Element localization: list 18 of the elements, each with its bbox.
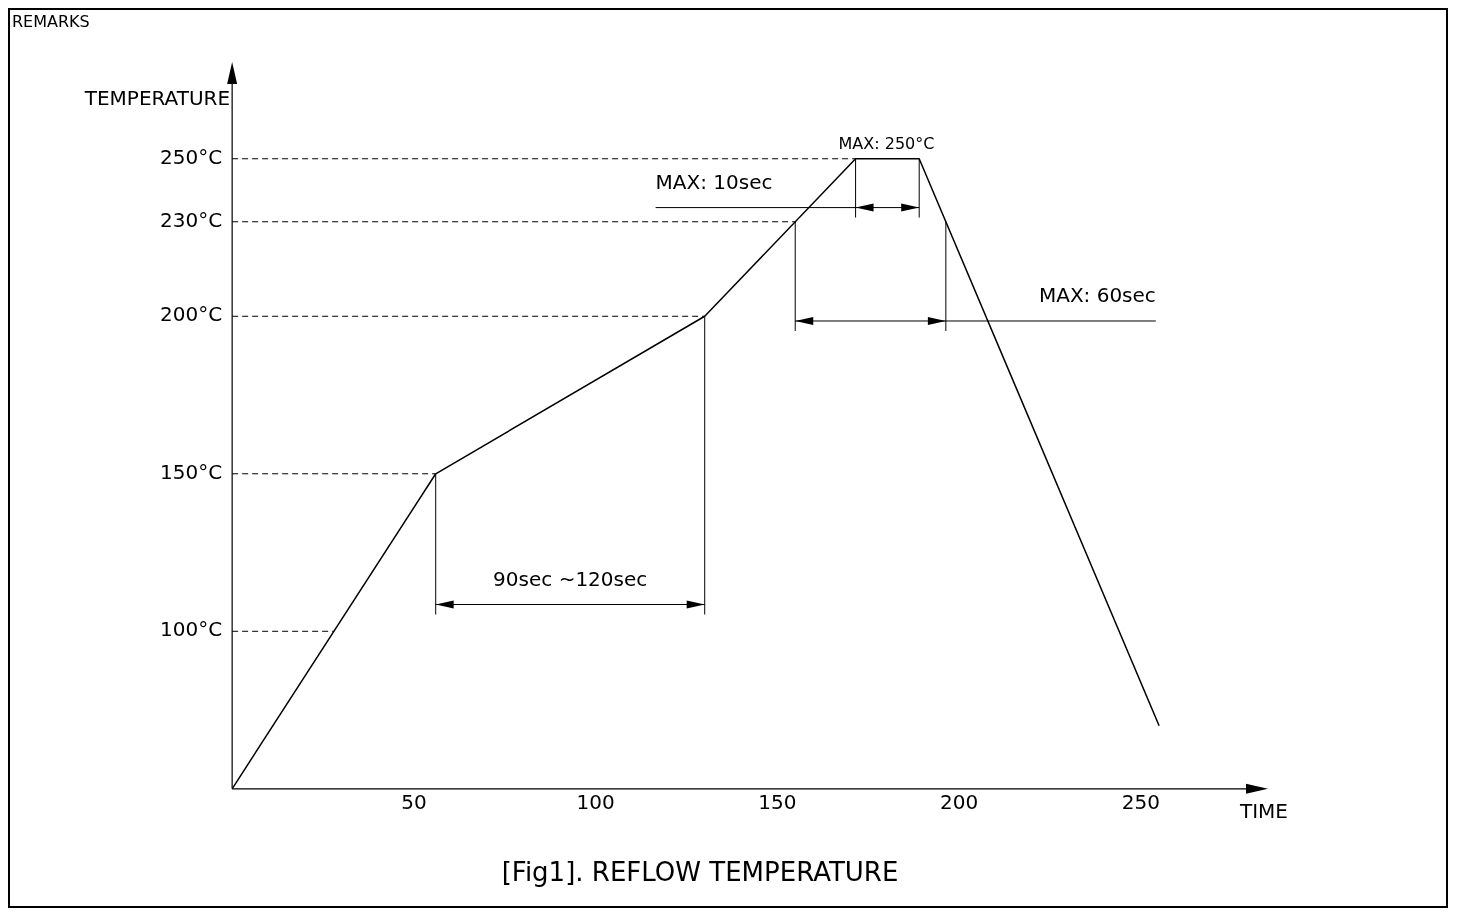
x-tick-label: 200	[940, 790, 979, 814]
y-tick-label: 230°C	[160, 207, 223, 232]
annotation: MAX: 250°C	[838, 133, 935, 153]
x-tick-label: 250	[1121, 790, 1161, 814]
text: REMARKS	[12, 12, 90, 31]
annotation: MAX: 60sec	[1038, 282, 1156, 307]
y-tick-label: 200°C	[160, 302, 223, 327]
y-tick-label: 150°C	[160, 459, 223, 484]
x-axis-title: TIME	[1239, 799, 1289, 823]
y-tick-label: 100°C	[160, 617, 223, 642]
y-axis-title: TEMPERATURE	[83, 86, 231, 111]
annotation: 90sec ~120sec	[493, 566, 648, 591]
y-tick-label: 250°C	[160, 144, 223, 169]
annotation: MAX: 10sec	[655, 169, 773, 194]
x-tick-label: 100	[576, 790, 615, 814]
x-tick-label: 50	[401, 790, 427, 814]
text: [Fig1]. REFLOW TEMPERATURE	[501, 857, 899, 888]
x-tick-label: 150	[758, 790, 797, 814]
